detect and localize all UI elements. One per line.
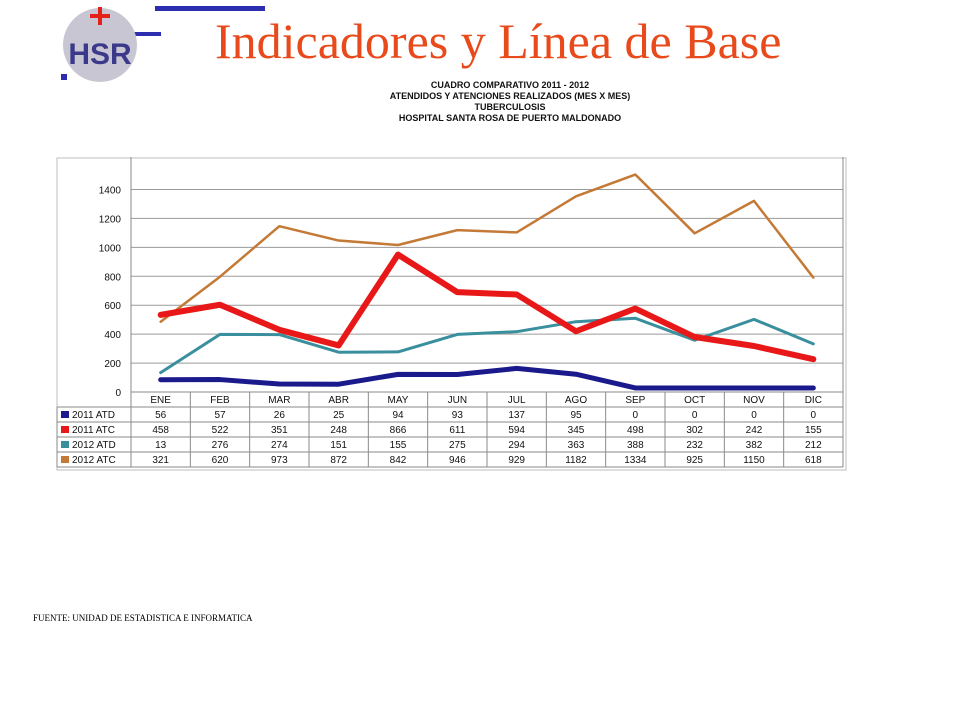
table-cell: 93 — [452, 410, 464, 421]
category-label: JUN — [448, 395, 467, 406]
y-tick-label: 0 — [115, 388, 121, 399]
table-cell: 276 — [212, 440, 229, 451]
table-cell: 155 — [805, 425, 822, 436]
table-cell: 294 — [508, 440, 525, 451]
logo-base-mark — [61, 74, 67, 80]
legend-label: 2011 ATD — [72, 410, 115, 421]
table-cell: 95 — [570, 410, 582, 421]
table-cell: 57 — [214, 410, 226, 421]
category-label: AGO — [565, 395, 587, 406]
legend-key — [61, 456, 69, 463]
table-cell: 594 — [508, 425, 525, 436]
chart-title-line-2: ATENDIDOS Y ATENCIONES REALIZADOS (MES X… — [389, 91, 631, 101]
table-cell: 155 — [390, 440, 407, 451]
table-cell: 866 — [390, 425, 407, 436]
slide-title: Indicadores y Línea de Base — [215, 13, 782, 69]
legend-label: 2012 ATD — [72, 440, 116, 451]
category-label: MAY — [388, 395, 409, 406]
table-cell: 212 — [805, 440, 822, 451]
table-cell: 842 — [390, 455, 407, 466]
chart-frame — [56, 157, 847, 471]
y-tick-label: 1200 — [99, 214, 122, 225]
table-cell: 56 — [155, 410, 167, 421]
table-cell: 351 — [271, 425, 288, 436]
chart-title-line-3: TUBERCULOSIS — [474, 102, 546, 112]
source-note: FUENTE: UNIDAD DE ESTADISTICA E INFORMAT… — [33, 613, 253, 623]
y-tick-label: 200 — [104, 359, 121, 370]
legend-key — [61, 441, 69, 448]
table-cell: 137 — [508, 410, 525, 421]
y-tick-label: 400 — [104, 330, 121, 341]
table-cell: 321 — [152, 455, 169, 466]
table-cell: 929 — [508, 455, 525, 466]
table-cell: 13 — [155, 440, 167, 451]
series-line — [158, 365, 816, 391]
table-cell: 1150 — [743, 455, 765, 466]
series-line — [157, 251, 817, 363]
series-line — [159, 173, 815, 323]
y-tick-label: 1400 — [99, 185, 122, 196]
table-cell: 382 — [746, 440, 763, 451]
table-cell: 1334 — [624, 455, 647, 466]
table-cell: 522 — [212, 425, 229, 436]
category-label: MAR — [268, 395, 290, 406]
logo-text: HSR — [68, 38, 132, 71]
category-label: OCT — [684, 395, 705, 406]
table-cell: 302 — [686, 425, 703, 436]
table-cell: 232 — [686, 440, 703, 451]
category-label: FEB — [210, 395, 230, 406]
table-cell: 248 — [330, 425, 347, 436]
logo-circle — [63, 8, 137, 82]
table-cell: 0 — [633, 410, 639, 421]
table-cell: 94 — [392, 410, 404, 421]
logo-top-bar — [155, 6, 265, 11]
table-cell: 388 — [627, 440, 644, 451]
legend-key — [61, 411, 69, 418]
table-cell: 872 — [330, 455, 347, 466]
table-cell: 973 — [271, 455, 288, 466]
y-tick-label: 800 — [104, 272, 121, 283]
category-label: NOV — [743, 395, 765, 406]
legend-label: 2012 ATC — [72, 455, 116, 466]
table-cell: 345 — [568, 425, 585, 436]
table-cell: 925 — [686, 455, 703, 466]
y-tick-label: 1000 — [99, 243, 122, 254]
legend-key — [61, 426, 69, 433]
table-cell: 0 — [692, 410, 698, 421]
table-cell: 0 — [811, 410, 817, 421]
chart-title-block: CUADRO COMPARATIVO 2011 - 2012 ATENDIDOS… — [340, 80, 680, 124]
category-label: ABR — [328, 395, 349, 406]
table-cell: 363 — [568, 440, 585, 451]
table-cell: 242 — [746, 425, 763, 436]
table-cell: 498 — [627, 425, 644, 436]
table-cell: 274 — [271, 440, 288, 451]
table-cell: 618 — [805, 455, 822, 466]
table-cell: 458 — [152, 425, 169, 436]
chart-title-line-1: CUADRO COMPARATIVO 2011 - 2012 — [430, 80, 590, 90]
table-cell: 25 — [333, 410, 345, 421]
chart-title-line-4: HOSPITAL SANTA ROSA DE PUERTO MALDONADO — [398, 113, 622, 123]
legend-label: 2011 ATC — [72, 425, 115, 436]
table-cell: 0 — [751, 410, 757, 421]
category-label: ENE — [150, 395, 171, 406]
hospital-logo: HSR — [61, 6, 265, 82]
y-tick-label: 600 — [104, 301, 121, 312]
logo-mid-bar — [133, 32, 161, 36]
table-cell: 151 — [330, 440, 347, 451]
table-cell: 275 — [449, 440, 466, 451]
category-label: DIC — [805, 395, 822, 406]
table-cell: 611 — [449, 425, 465, 436]
table-cell: 26 — [274, 410, 286, 421]
table-cell: 946 — [449, 455, 466, 466]
category-label: SEP — [625, 395, 645, 406]
table-cell: 620 — [212, 455, 229, 466]
logo-cross-horizontal — [90, 14, 110, 18]
category-label: JUL — [508, 395, 526, 406]
table-cell: 1182 — [565, 455, 587, 466]
